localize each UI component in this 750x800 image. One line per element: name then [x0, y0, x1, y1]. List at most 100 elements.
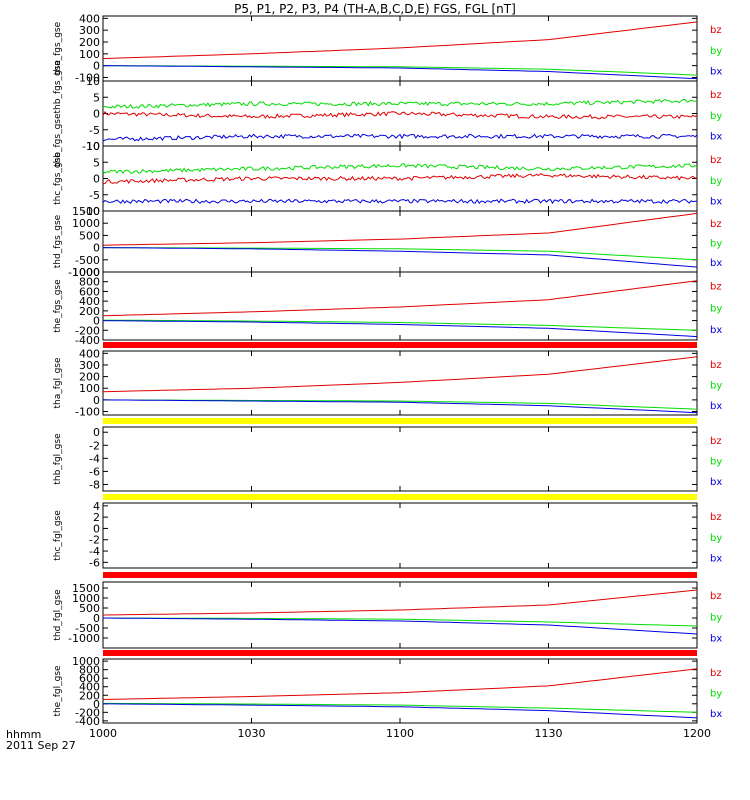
y-tick-label: 0 — [93, 522, 100, 535]
x-tick-label: 1130 — [535, 727, 563, 740]
series-bz — [102, 212, 698, 246]
x-tick-label: 1200 — [683, 727, 711, 740]
y-tick-label: -5 — [89, 189, 100, 202]
legend-by: by — [710, 456, 722, 467]
series-bz — [102, 172, 698, 185]
panel-frame — [102, 210, 698, 273]
series-bz — [102, 589, 698, 616]
y-tick-label: 2 — [93, 511, 100, 524]
y-tick-label: 100 — [79, 48, 100, 61]
series-bx — [102, 247, 698, 268]
legend-bx: bx — [710, 554, 722, 565]
y-tick-label: -200 — [75, 324, 100, 337]
legend-by: by — [710, 239, 722, 250]
y-tick-label: 1000 — [72, 217, 100, 230]
y-tick-label: 10 — [86, 75, 100, 88]
x-tick-label: 1000 — [89, 727, 117, 740]
series-by — [103, 399, 698, 410]
series-by — [102, 163, 698, 175]
y-tick-label: 100 — [79, 382, 100, 395]
y-tick-label: 0 — [93, 426, 100, 439]
panel-frame — [102, 581, 698, 649]
y-tick-label: 800 — [79, 664, 100, 677]
status-bar — [103, 418, 697, 424]
y-tick-label: -400 — [75, 334, 100, 347]
legend-bx: bx — [710, 401, 722, 412]
series-by — [102, 98, 697, 109]
series-bz — [102, 668, 698, 700]
series-bx — [102, 133, 698, 142]
y-tick-label: 0 — [93, 394, 100, 407]
legend-bz: bz — [710, 25, 722, 36]
y-tick-label: 10 — [86, 140, 100, 153]
y-tick-label: -8 — [89, 478, 100, 491]
y-tick-label: -10 — [82, 140, 100, 153]
legend-by: by — [710, 380, 722, 391]
y-tick-label: 1500 — [72, 205, 100, 218]
panel-thc_fgs_gse: -10 -5 0 5 10 thc_fgs_gse bz by bx — [53, 140, 722, 218]
panel-ylabel: thd_fgl_gse — [53, 589, 63, 641]
y-tick-label: 400 — [79, 12, 100, 25]
series-bx — [102, 65, 698, 80]
y-tick-label: 200 — [79, 36, 100, 49]
legend-by: by — [710, 176, 722, 187]
y-tick-label: 1500 — [72, 582, 100, 595]
y-tick-label: 0 — [93, 698, 100, 711]
series-bx — [102, 320, 698, 338]
legend-by: by — [710, 688, 722, 699]
legend-by: by — [710, 46, 722, 57]
y-tick-label: -500 — [75, 622, 100, 635]
legend-by: by — [710, 612, 722, 623]
y-tick-label: -6 — [89, 465, 100, 478]
y-tick-label: -1000 — [68, 632, 100, 645]
y-tick-label: -6 — [89, 556, 100, 569]
series-by — [103, 702, 698, 713]
x-tick-label: 1030 — [238, 727, 266, 740]
series-by — [102, 65, 698, 76]
x-axis-unit: hhmm — [6, 728, 41, 741]
series-bz — [102, 280, 698, 317]
legend-bz: bz — [710, 512, 722, 523]
panel-frame — [102, 426, 698, 492]
status-bar — [103, 494, 697, 500]
panel-thb_fgl_gse: -8-6-4-20 thb_fgl_gse bz by bx — [53, 426, 722, 500]
legend-bz: bz — [710, 282, 722, 293]
series-bx — [102, 399, 698, 414]
series-bz — [102, 21, 698, 59]
figure-title: P5, P1, P2, P3, P4 (TH-A,B,C,D,E) FGS, F… — [234, 2, 516, 16]
panel-ylabel: tha_fgl_gse — [53, 357, 63, 409]
y-tick-label: 200 — [79, 305, 100, 318]
panel-ylabel: thc_fgl_gse — [53, 510, 63, 561]
x-tick-label: 1100 — [386, 727, 414, 740]
panel-ylabel: thb_fgl_gse — [53, 433, 63, 485]
panel-frame — [102, 502, 698, 569]
y-tick-label: 4 — [93, 500, 100, 513]
y-tick-label: 600 — [79, 672, 100, 685]
y-tick-label: -200 — [75, 706, 100, 719]
legend-bz: bz — [710, 668, 722, 679]
legend-bx: bx — [710, 633, 722, 644]
y-tick-label: 500 — [79, 229, 100, 242]
y-tick-label: 1000 — [72, 655, 100, 668]
y-tick-label: 300 — [79, 359, 100, 372]
legend-by: by — [710, 303, 722, 314]
y-tick-label: 0 — [93, 60, 100, 73]
date-label: 2011 Sep 27 — [6, 739, 76, 752]
series-by — [102, 319, 698, 331]
y-tick-label: 0 — [93, 315, 100, 328]
legend-bx: bx — [710, 132, 722, 143]
y-tick-label: -2 — [89, 439, 100, 452]
y-tick-label: 0 — [93, 108, 100, 121]
legend-bz: bz — [710, 219, 722, 230]
y-tick-label: 5 — [93, 156, 100, 169]
y-tick-label: 1000 — [72, 266, 100, 279]
y-tick-label: 200 — [79, 371, 100, 384]
status-bar — [103, 650, 697, 656]
legend-bx: bx — [710, 477, 722, 488]
